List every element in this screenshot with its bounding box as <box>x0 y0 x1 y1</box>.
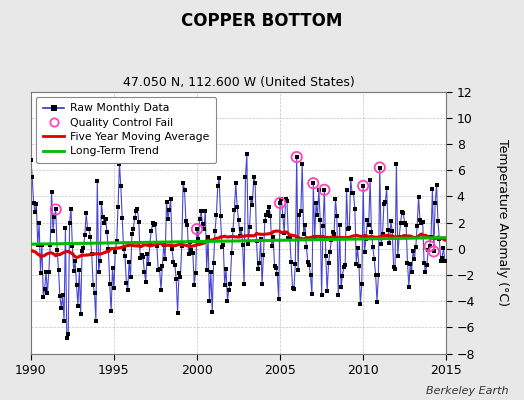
Text: Berkeley Earth: Berkeley Earth <box>426 386 508 396</box>
Point <box>276 200 284 206</box>
Point <box>376 164 384 171</box>
Legend: Raw Monthly Data, Quality Control Fail, Five Year Moving Average, Long-Term Tren: Raw Monthly Data, Quality Control Fail, … <box>36 97 216 163</box>
Point <box>292 154 301 160</box>
Point <box>430 248 438 254</box>
Y-axis label: Temperature Anomaly (°C): Temperature Anomaly (°C) <box>496 139 509 306</box>
Title: 47.050 N, 112.600 W (United States): 47.050 N, 112.600 W (United States) <box>123 76 354 89</box>
Point <box>425 243 434 249</box>
Point <box>309 180 318 186</box>
Point <box>193 226 201 232</box>
Text: COPPER BOTTOM: COPPER BOTTOM <box>181 12 343 30</box>
Point <box>51 206 60 213</box>
Point <box>320 187 329 193</box>
Point <box>359 183 367 189</box>
